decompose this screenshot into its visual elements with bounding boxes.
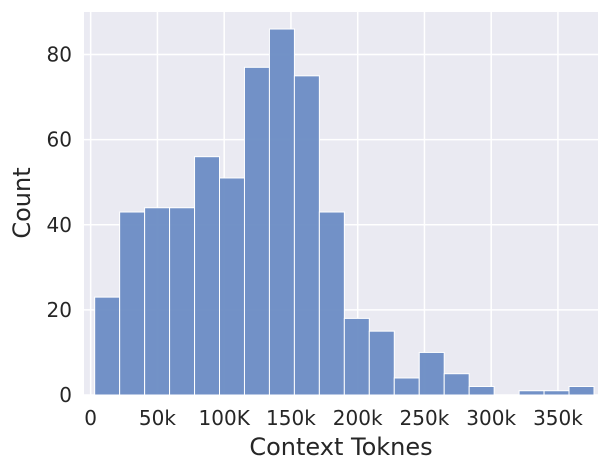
histogram-bar [94, 296, 121, 396]
x-tick-label: 300k [466, 406, 516, 430]
histogram-bar [443, 373, 470, 396]
histogram-bar [318, 211, 345, 396]
histogram-bar [418, 351, 445, 396]
y-tick-label: 80 [47, 43, 72, 67]
histogram-bar [268, 28, 295, 396]
y-tick-label: 40 [47, 213, 72, 237]
x-tick-label: 50k [139, 406, 176, 430]
y-axis-title: Count [8, 167, 36, 238]
histogram-bar [543, 390, 570, 396]
y-tick-label: 0 [59, 383, 72, 407]
histogram-bar [144, 207, 171, 396]
histogram-bar [119, 211, 146, 396]
x-tick-label: 250k [400, 406, 450, 430]
histogram-bar [368, 330, 395, 396]
y-tick-label: 60 [47, 128, 72, 152]
y-tick-labels: 0 20 40 60 80 [47, 43, 72, 407]
histogram-bar [169, 207, 196, 396]
x-tick-label: 200k [333, 406, 383, 430]
histogram-bar [393, 377, 420, 396]
histogram-bar [568, 385, 595, 396]
y-tick-label: 20 [47, 298, 72, 322]
x-axis-title: Context Toknes [249, 433, 432, 461]
histogram-bars [94, 28, 595, 396]
histogram-bar [343, 317, 370, 396]
histogram-bar [194, 156, 221, 396]
x-tick-labels: 0 50k 100K 150k 200k 250k 300k 350k [84, 406, 583, 430]
histogram-bar [243, 66, 270, 396]
histogram-bar [518, 390, 545, 396]
x-tick-label: 150k [266, 406, 316, 430]
x-tick-label: 0 [84, 406, 97, 430]
histogram-bar [293, 75, 320, 396]
histogram-bar [219, 177, 245, 396]
x-tick-label: 100K [199, 406, 251, 430]
x-tick-label: 350k [533, 406, 583, 430]
histogram-bar [468, 385, 495, 396]
